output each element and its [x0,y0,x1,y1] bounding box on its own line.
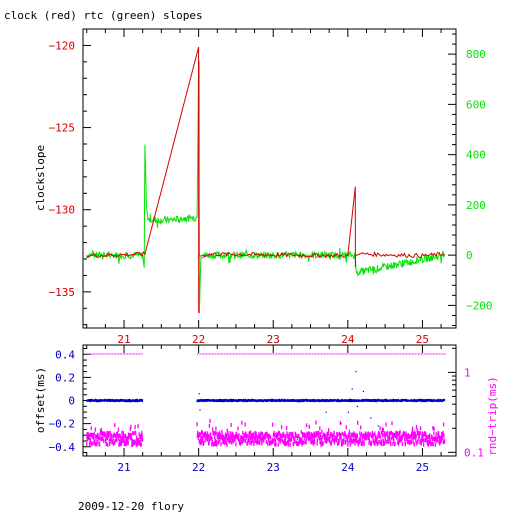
y-tick-label: 0.4 [55,348,75,361]
x-tick-label: 24 [341,461,355,474]
bottom-left-axis: −0.4 −0.2 0 0.2 0.4 [49,347,91,454]
offset-outlier-point [362,390,364,392]
offset-outlier-point [377,425,379,427]
y2-tick-label: 400 [466,149,486,162]
y2-tick-label: −200 [466,299,493,312]
x-tick-label: 23 [267,333,280,346]
top-x-axis: 21 22 23 24 25 [86,29,442,346]
footer-text: 2009-12-20 flory [78,500,184,512]
x-tick-label: 24 [341,333,355,346]
y2-tick-label: 0.1 [464,446,484,459]
x-tick-label: 25 [416,461,429,474]
y2-tick-label: 200 [466,199,486,212]
top-left-axis: −135 −130 −125 −120 [49,28,91,326]
top-series [86,46,446,314]
bottom-right-axis: 0.11 [448,347,484,459]
bottom-x-axis: 21 22 23 24 25 [86,345,442,474]
clock-series-line [86,46,445,314]
y-tick-label: 0.2 [55,371,75,384]
y-tick-label: −0.4 [49,441,76,454]
y-tick-label: −120 [49,39,76,52]
bottom-y-label: offset(ms) [34,367,47,433]
rnd-trip-points [196,418,446,447]
y-tick-label: −130 [49,204,76,217]
offset-outlier-point [325,411,327,413]
x-tick-label: 25 [416,333,429,346]
y-tick-label: −135 [49,286,76,299]
offset-outlier-point [340,423,342,425]
offset-outlier-point [347,411,349,413]
y2-tick-label: 600 [466,98,486,111]
x-tick-label: 23 [267,461,280,474]
y-tick-label: −0.2 [49,418,76,431]
offset-points [196,398,446,403]
x-tick-label: 22 [192,461,205,474]
offset-outlier-point [198,393,200,395]
offset-outlier-point [199,409,201,411]
rnd-trip-points [86,423,144,447]
offset-points [86,398,144,403]
chart-title: clock (red) rtc (green) slopes [4,9,203,22]
offset-outlier-point [370,417,372,419]
y2-tick-label: 1 [464,366,471,379]
offset-outlier-point [351,388,353,390]
bottom-panel: −0.4−0.200.20.4 0.11 21 22 23 24 25 offset(m… [34,344,499,474]
rtc-series-line [86,59,446,313]
x-tick-label: 21 [117,461,130,474]
x-tick-label: 22 [192,333,205,346]
bottom-series [86,353,446,447]
y2-tick-label: 0 [466,249,473,262]
top-right-axis: −200 0 200 400 600 800 [448,33,493,326]
offset-outlier-point [355,371,357,373]
y2-tick-label: 800 [466,48,486,61]
top-y-label: clockslope [34,145,47,211]
bottom-y2-label: rnd−trip(ms) [486,376,499,455]
offset-outlier-point [356,405,358,407]
y-tick-label: −125 [49,122,76,135]
top-plot-frame [82,28,457,329]
y-tick-label: 0 [68,395,75,408]
x-tick-label: 21 [117,333,130,346]
